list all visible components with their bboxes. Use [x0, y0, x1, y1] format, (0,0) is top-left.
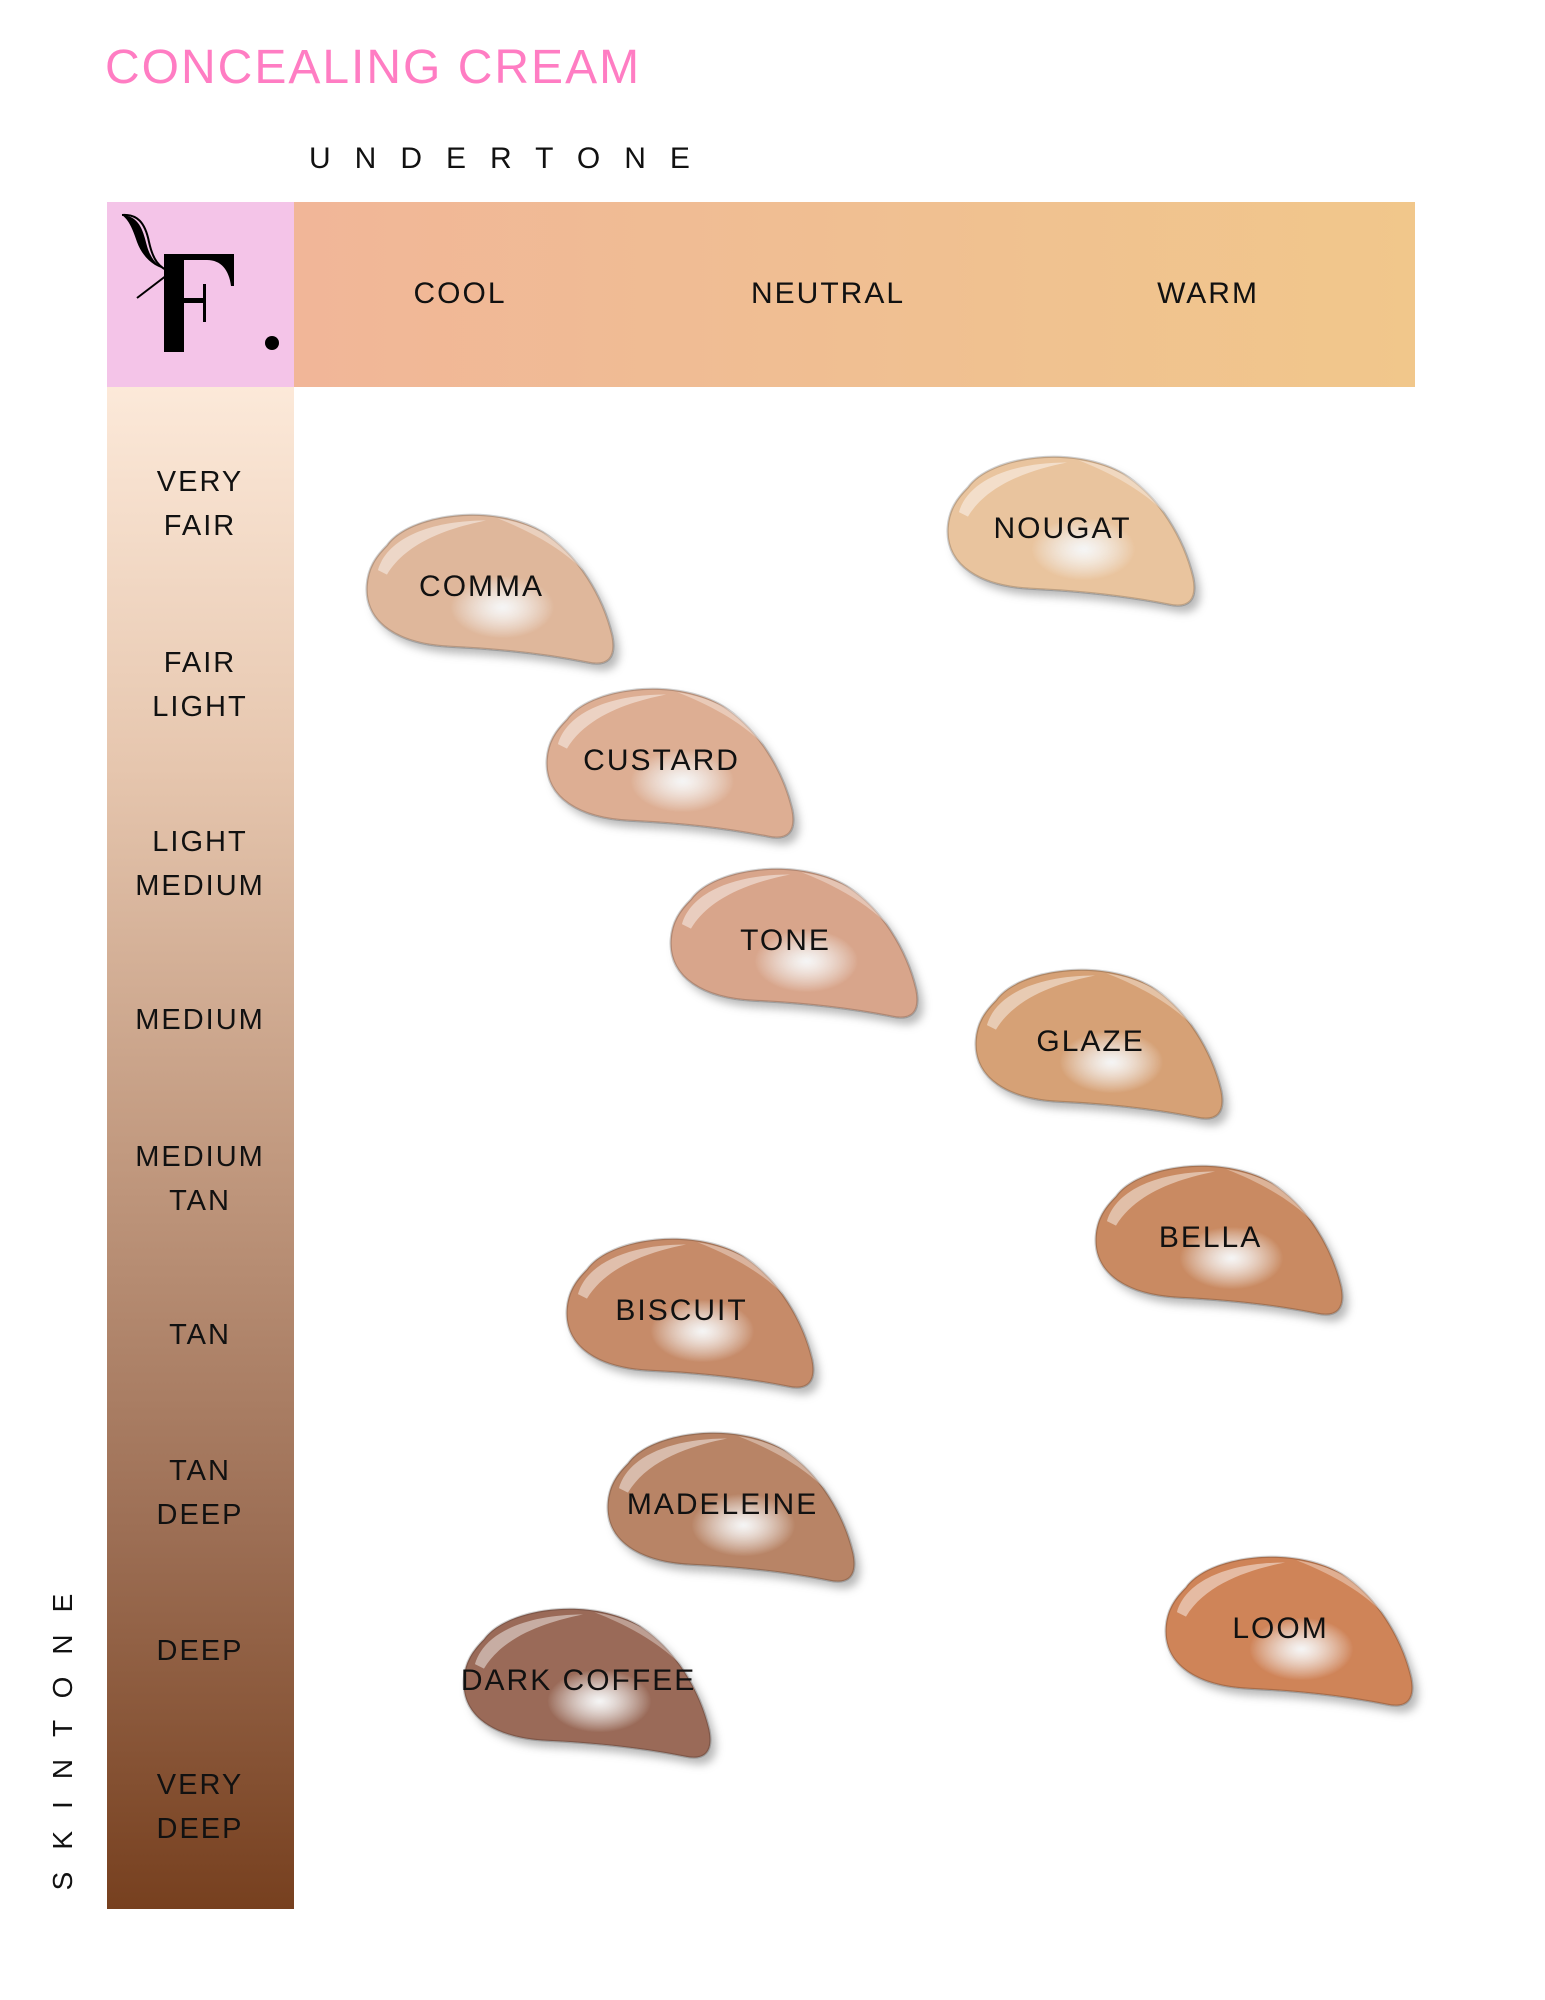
- shade-name: NOUGAT: [993, 512, 1132, 545]
- shade-swatch-dark-coffee[interactable]: DARK COFFEE: [454, 1601, 719, 1761]
- skintone-row-label: MEDIUM: [135, 998, 265, 1042]
- row-label-line: VERY: [156, 1769, 244, 1801]
- row-label-line: LIGHT: [152, 826, 248, 858]
- row-label-line: TAN: [169, 1319, 231, 1351]
- swatch-blob-icon: [1094, 1164, 1344, 1316]
- row-label-line: FAIR: [163, 510, 237, 542]
- skintone-row-label: FAIR LIGHT: [152, 641, 247, 729]
- row-label-line: LIGHT: [152, 691, 248, 723]
- shade-name: COMMA: [419, 570, 545, 603]
- shade-swatch-nougat[interactable]: NOUGAT: [938, 449, 1203, 609]
- skintone-sidebar: [107, 387, 294, 1909]
- shade-swatch-bella[interactable]: BELLA: [1086, 1158, 1351, 1318]
- row-label-line: VERY: [156, 466, 244, 498]
- undertone-axis-label: UNDERTONE: [309, 142, 714, 175]
- skintone-row-label: VERY DEEP: [157, 1763, 244, 1851]
- swatch-blob-icon: [1164, 1555, 1414, 1707]
- shade-name: GLAZE: [1036, 1025, 1145, 1058]
- row-label-line: MEDIUM: [135, 1141, 265, 1173]
- skintone-row-label: DEEP: [157, 1629, 244, 1673]
- swatch-blob-icon: [545, 687, 795, 839]
- shade-swatch-loom[interactable]: LOOM: [1156, 1549, 1421, 1709]
- swatch-blob-icon: [974, 968, 1224, 1120]
- logo-icon: [121, 213, 279, 352]
- row-label-line: MEDIUM: [135, 1004, 265, 1036]
- skintone-row-label: VERY FAIR: [157, 460, 243, 548]
- shade-swatch-glaze[interactable]: GLAZE: [966, 962, 1231, 1122]
- swatch-blob-icon: [565, 1237, 815, 1389]
- shade-name: TONE: [740, 924, 831, 957]
- shade-swatch-tone[interactable]: TONE: [661, 861, 926, 1021]
- column-label-neutral: NEUTRAL: [750, 277, 906, 310]
- shade-name: DARK COFFEE: [460, 1664, 697, 1697]
- column-label-warm: WARM: [1157, 277, 1259, 310]
- skintone-row-label: LIGHT MEDIUM: [135, 820, 265, 908]
- shade-name: BELLA: [1158, 1221, 1263, 1254]
- shade-swatch-biscuit[interactable]: BISCUIT: [557, 1231, 822, 1391]
- undertone-header-band: [294, 202, 1415, 387]
- skintone-axis-label: SKINTONE: [47, 1571, 78, 1891]
- shade-name: BISCUIT: [615, 1294, 748, 1327]
- skintone-row-label: TAN: [169, 1313, 231, 1357]
- column-label-cool: COOL: [413, 277, 507, 310]
- row-label-line: FAIR: [163, 647, 237, 679]
- skintone-row-label: MEDIUM TAN: [135, 1135, 265, 1223]
- row-label-line: TAN: [169, 1185, 231, 1217]
- row-label-line: DEEP: [156, 1635, 244, 1667]
- shade-swatch-comma[interactable]: COMMA: [357, 507, 622, 667]
- swatch-blob-icon: [669, 867, 919, 1019]
- shade-swatch-madeleine[interactable]: MADELEINE: [598, 1425, 863, 1585]
- row-label-line: DEEP: [156, 1499, 244, 1531]
- swatch-blob-icon: [365, 513, 615, 665]
- shade-name: MADELEINE: [626, 1488, 819, 1521]
- shade-swatch-custard[interactable]: CUSTARD: [537, 681, 802, 841]
- shade-name: LOOM: [1232, 1612, 1329, 1645]
- skintone-row-label: TAN DEEP: [157, 1449, 244, 1537]
- swatch-blob-icon: [946, 455, 1196, 607]
- swatch-blob-icon: [606, 1431, 856, 1583]
- page-title: CONCEALING CREAM: [105, 41, 642, 94]
- row-label-line: DEEP: [156, 1813, 244, 1845]
- shade-name: CUSTARD: [583, 744, 740, 777]
- row-label-line: TAN: [169, 1455, 231, 1487]
- swatch-blob-icon: [462, 1607, 712, 1759]
- row-label-line: MEDIUM: [135, 870, 265, 902]
- brand-logo: [107, 202, 294, 387]
